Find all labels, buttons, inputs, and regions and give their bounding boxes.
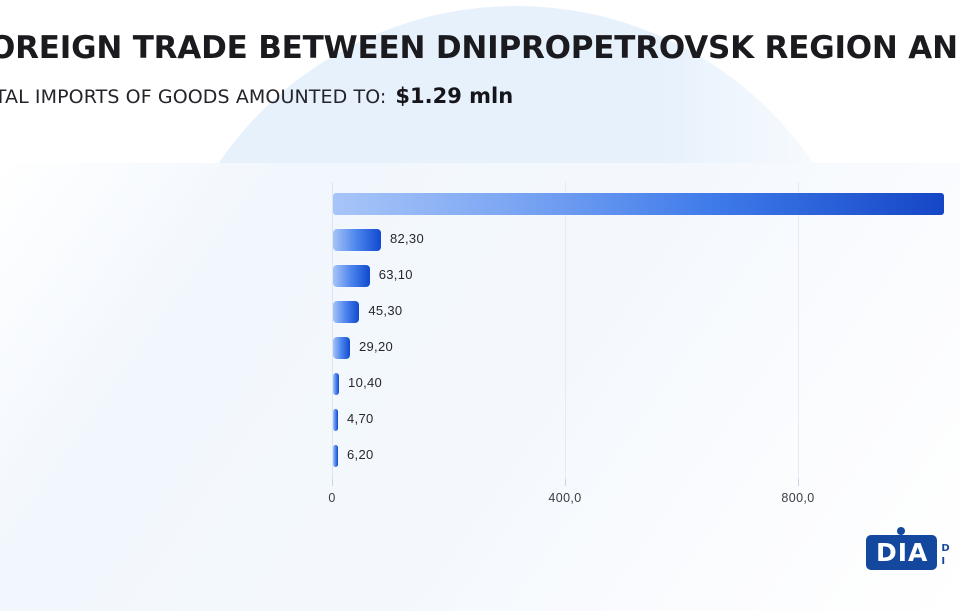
y-axis-line bbox=[332, 182, 333, 479]
header: FOREIGN TRADE BETWEEN DNIPROPETROVSK REG… bbox=[0, 28, 960, 108]
bar-row: OPTICAL AND PHOTOGRAPHIC INSTRUMENTS AND… bbox=[332, 222, 960, 258]
logo-wordmark-line-1: D bbox=[941, 543, 950, 554]
gridline bbox=[565, 182, 566, 479]
bar bbox=[333, 445, 338, 467]
bar-value-label: 63,10 bbox=[378, 267, 413, 282]
bar-row: PHARMACEUTICAL PRODUCTS bbox=[332, 186, 960, 222]
x-tick-label: 800,0 bbox=[781, 491, 815, 505]
bar-value-label: 82,30 bbox=[389, 231, 424, 246]
x-tick-mark bbox=[798, 479, 799, 486]
bar-value-label: 4,70 bbox=[347, 411, 374, 426]
subtitle-label: TOTAL IMPORTS OF GOODS AMOUNTED TO: bbox=[0, 86, 387, 109]
plot-area: PHARMACEUTICAL PRODUCTSOPTICAL AND PHOTO… bbox=[332, 182, 960, 479]
x-tick-label: 0 bbox=[328, 491, 336, 505]
bar-row: MACHINERY AND EQUIPMENT4,70 bbox=[332, 402, 960, 438]
subtitle-value: $1.29 mln bbox=[395, 84, 514, 109]
bar bbox=[333, 229, 381, 251]
x-tick-mark bbox=[565, 479, 566, 486]
gridline bbox=[798, 182, 799, 479]
subtitle: TOTAL IMPORTS OF GOODS AMOUNTED TO: $1.2… bbox=[0, 84, 960, 108]
bar-value-label: 10,40 bbox=[348, 375, 383, 390]
logo-dot-icon bbox=[897, 527, 905, 535]
x-tick-mark bbox=[332, 479, 333, 486]
page-title: FOREIGN TRADE BETWEEN DNIPROPETROVSK REG… bbox=[0, 30, 960, 66]
bar-row: ELECTRIC MACHINES45,30 bbox=[332, 294, 960, 330]
bar-value-label: 45,30 bbox=[368, 303, 403, 318]
logo-wordmark-line-2: I bbox=[941, 555, 946, 567]
bar-rows: PHARMACEUTICAL PRODUCTSOPTICAL AND PHOTO… bbox=[332, 182, 960, 479]
bar-value-label: 6,20 bbox=[347, 447, 374, 462]
bar-row: RUBBER, GUM10,40 bbox=[332, 366, 960, 402]
bar-value-label: 29,20 bbox=[359, 339, 394, 354]
chart-panel-background bbox=[0, 163, 960, 611]
x-axis: 0 400,0 800,0 bbox=[328, 479, 960, 519]
bar-row: OTHERS6,20 bbox=[332, 438, 960, 474]
bar bbox=[333, 409, 338, 431]
bar bbox=[333, 193, 945, 215]
bar-chart: PHARMACEUTICAL PRODUCTSOPTICAL AND PHOTO… bbox=[0, 182, 960, 512]
bar bbox=[333, 301, 360, 323]
bar bbox=[333, 265, 370, 287]
bar-row: ORGANIC CHEMICAL COMPOUNDS29,20 bbox=[332, 330, 960, 366]
x-tick-label: 400,0 bbox=[548, 491, 582, 505]
logo-mark: DIA bbox=[866, 527, 938, 570]
bar bbox=[333, 373, 340, 395]
bar-row: ORES, SLAG, AND ASH63,10 bbox=[332, 258, 960, 294]
bar bbox=[333, 337, 350, 359]
